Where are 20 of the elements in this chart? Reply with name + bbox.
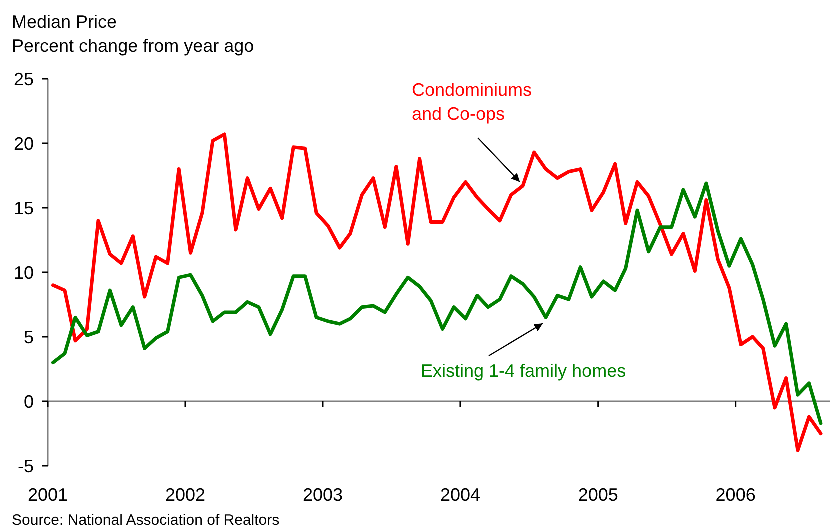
x-tick-label: 2004 [440,485,480,505]
line-series [52,182,823,426]
y-tick-label: 0 [24,392,34,412]
x-tick-label: 2005 [578,485,618,505]
chart-subtitle: Percent change from year ago [12,36,254,56]
x-tick-label: 2003 [302,485,344,505]
line-series [52,132,823,452]
x-tick-label: 2002 [165,485,206,505]
x-tick-label: 2001 [28,485,68,505]
chart-title: Median Price [12,12,118,32]
source-note: Source: National Association of Realtors [12,512,280,529]
series-label: Condominiums and Co-ops [412,80,532,124]
y-tick-label: 10 [14,262,34,283]
y-tick-label: 15 [14,198,34,218]
x-tick-label: 2006 [716,485,756,505]
y-tick-label: -5 [18,456,34,476]
y-tick-label: 5 [24,327,34,348]
y-tick-label: 25 [14,69,34,90]
y-tick-label: 20 [14,134,34,154]
text: Existing 1-4 family homes [421,361,626,381]
